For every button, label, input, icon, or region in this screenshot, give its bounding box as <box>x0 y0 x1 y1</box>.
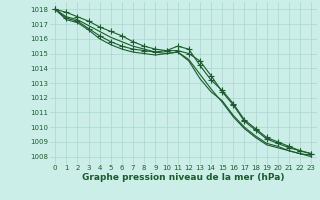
X-axis label: Graphe pression niveau de la mer (hPa): Graphe pression niveau de la mer (hPa) <box>82 173 284 182</box>
